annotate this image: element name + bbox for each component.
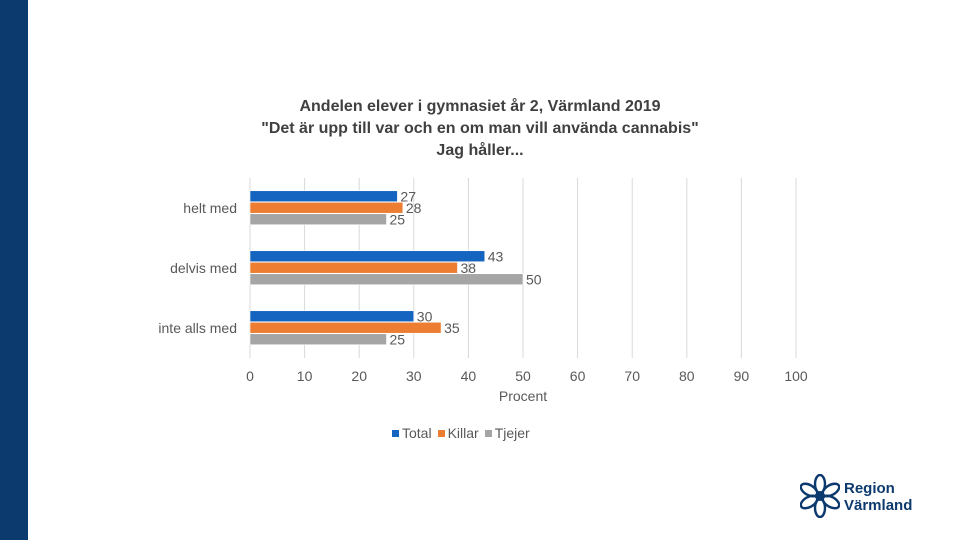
legend-label-total: Total	[402, 425, 432, 441]
x-axis-title: Procent	[499, 388, 547, 404]
legend-swatch-tjejer	[484, 429, 492, 437]
legend-swatch-total	[392, 429, 399, 437]
chart-legend: Total Killar Tjejer	[392, 424, 536, 442]
star-flower-icon	[799, 473, 841, 519]
x-tick-label-100: 100	[784, 368, 808, 384]
data-label-total-0: 27	[400, 188, 416, 204]
bar-killar-1	[249, 261, 458, 274]
category-label-1: delvis med	[170, 260, 237, 276]
data-label-tjejer-2: 25	[390, 331, 406, 347]
bar-total-0	[249, 190, 398, 203]
x-tick-label-0: 0	[246, 368, 254, 384]
legend-item-tjejer: Tjejer	[484, 425, 530, 441]
region-varmland-logo: Region Värmland	[799, 473, 940, 522]
bar-total-2	[249, 310, 415, 323]
x-tick-label-50: 50	[515, 368, 531, 384]
bar-total-1	[249, 250, 486, 263]
chart-title: Andelen elever i gymnasiet år 2, Värmlan…	[160, 96, 800, 162]
chart-title-line-3: Jag håller...	[436, 142, 524, 159]
x-tick-label-80: 80	[679, 368, 695, 384]
data-label-killar-0: 28	[406, 200, 422, 216]
bar-tjejer-2	[249, 333, 387, 346]
data-label-total-1: 43	[488, 248, 504, 264]
chart-title-line-2: "Det är upp till var och en om man vill …	[261, 120, 699, 137]
x-tick-label-40: 40	[461, 368, 477, 384]
category-label-0: helt med	[183, 200, 237, 216]
data-label-total-2: 30	[417, 308, 433, 324]
side-accent-bar	[0, 0, 28, 540]
bar-tjejer-1	[249, 273, 524, 286]
x-tick-label-70: 70	[624, 368, 640, 384]
x-tick-label-20: 20	[351, 368, 367, 384]
legend-label-tjejer: Tjejer	[494, 425, 530, 441]
x-tick-label-30: 30	[406, 368, 422, 384]
data-label-killar-1: 38	[460, 260, 476, 276]
bar-killar-0	[249, 201, 404, 214]
legend-label-killar: Killar	[447, 425, 479, 441]
logo-wordmark: Region Värmland	[844, 480, 912, 514]
bar-killar-2	[249, 321, 442, 334]
category-label-2: inte alls med	[158, 320, 237, 336]
data-label-tjejer-1: 50	[526, 271, 542, 287]
logo-text-region: Region	[844, 480, 895, 497]
chart-title-line-1: Andelen elever i gymnasiet år 2, Värmlan…	[299, 98, 661, 115]
x-tick-label-10: 10	[297, 368, 313, 384]
data-label-killar-2: 35	[444, 320, 460, 336]
data-label-tjejer-0: 25	[390, 211, 406, 227]
legend-swatch-killar	[437, 429, 445, 437]
logo-text-varmland: Värmland	[844, 497, 913, 514]
legend-item-killar: Killar	[437, 425, 479, 441]
bar-tjejer-0	[249, 213, 387, 226]
x-tick-label-60: 60	[570, 368, 586, 384]
x-tick-label-90: 90	[734, 368, 750, 384]
legend-item-total: Total	[392, 425, 432, 441]
